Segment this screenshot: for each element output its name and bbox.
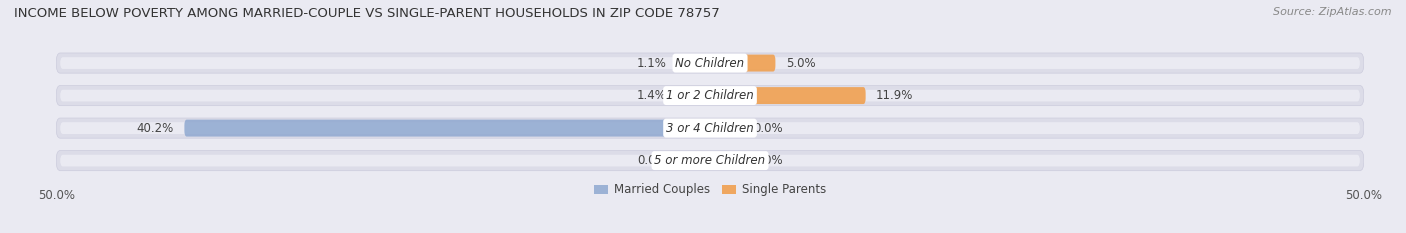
Text: 5.0%: 5.0% bbox=[786, 57, 815, 70]
Text: 40.2%: 40.2% bbox=[136, 122, 174, 135]
FancyBboxPatch shape bbox=[184, 120, 710, 137]
FancyBboxPatch shape bbox=[56, 53, 1364, 73]
Text: 0.0%: 0.0% bbox=[754, 122, 783, 135]
Text: 3 or 4 Children: 3 or 4 Children bbox=[666, 122, 754, 135]
FancyBboxPatch shape bbox=[60, 155, 1360, 166]
FancyBboxPatch shape bbox=[56, 151, 1364, 171]
FancyBboxPatch shape bbox=[710, 55, 776, 72]
Text: 5 or more Children: 5 or more Children bbox=[654, 154, 766, 167]
Legend: Married Couples, Single Parents: Married Couples, Single Parents bbox=[589, 178, 831, 201]
Text: Source: ZipAtlas.com: Source: ZipAtlas.com bbox=[1274, 7, 1392, 17]
FancyBboxPatch shape bbox=[56, 118, 1364, 138]
FancyBboxPatch shape bbox=[710, 87, 866, 104]
Text: 1 or 2 Children: 1 or 2 Children bbox=[666, 89, 754, 102]
FancyBboxPatch shape bbox=[60, 122, 1360, 134]
Text: 11.9%: 11.9% bbox=[876, 89, 914, 102]
Text: No Children: No Children bbox=[675, 57, 745, 70]
FancyBboxPatch shape bbox=[56, 86, 1364, 106]
Text: 1.4%: 1.4% bbox=[637, 89, 666, 102]
FancyBboxPatch shape bbox=[60, 57, 1360, 69]
Text: 0.0%: 0.0% bbox=[754, 154, 783, 167]
FancyBboxPatch shape bbox=[678, 87, 710, 104]
Text: INCOME BELOW POVERTY AMONG MARRIED-COUPLE VS SINGLE-PARENT HOUSEHOLDS IN ZIP COD: INCOME BELOW POVERTY AMONG MARRIED-COUPL… bbox=[14, 7, 720, 20]
Text: 1.1%: 1.1% bbox=[637, 57, 666, 70]
FancyBboxPatch shape bbox=[678, 55, 710, 72]
Text: 0.0%: 0.0% bbox=[637, 154, 666, 167]
FancyBboxPatch shape bbox=[60, 90, 1360, 101]
